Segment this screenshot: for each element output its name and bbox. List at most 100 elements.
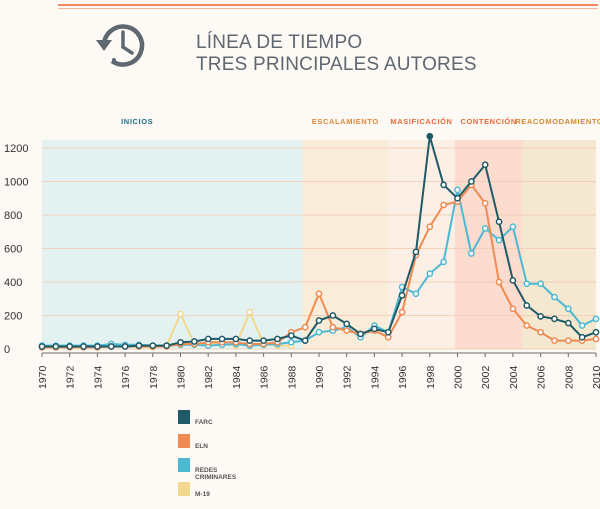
data-point-redes: [481, 225, 489, 232]
data-point-redes: [578, 322, 586, 329]
data-point-farc: [495, 218, 503, 226]
title-line-2: TRES PRINCIPALES AUTORES: [196, 54, 477, 75]
y-tick-label: 800: [4, 210, 22, 222]
data-point-farc: [343, 320, 351, 328]
x-tick-label: 1996: [397, 365, 409, 389]
data-point-farc: [177, 338, 184, 346]
phase-label-inicios: INICIOS: [121, 117, 153, 126]
data-point-eln: [426, 223, 434, 231]
phase-label-contencion: CONTENCIÓN: [460, 117, 516, 126]
data-point-farc: [66, 343, 74, 350]
phase-label-reacomodamiento: REACOMODAMIENTO: [515, 117, 600, 126]
x-tick-label: 1970: [37, 365, 49, 389]
x-tick-label: 1976: [120, 365, 132, 389]
x-tick-label: 1984: [231, 365, 243, 389]
data-point-farc: [454, 194, 461, 202]
x-tick-label: 1990: [314, 365, 326, 389]
x-tick-label: 2006: [536, 365, 548, 389]
legend-item-m19: M-19: [178, 482, 255, 498]
x-tick-label: 2008: [563, 365, 575, 389]
data-point-farc: [107, 343, 115, 350]
data-point-farc: [232, 335, 240, 343]
x-tick-label: 2004: [508, 365, 520, 389]
data-point-redes: [287, 338, 295, 346]
x-tick-label: 1978: [148, 365, 160, 389]
data-point-eln: [301, 323, 309, 331]
data-point-eln: [398, 308, 406, 316]
data-point-farc: [149, 342, 157, 349]
data-point-redes: [412, 290, 420, 298]
page-title: LÍNEA DE TIEMPO TRES PRINCIPALES AUTORES: [196, 32, 477, 76]
data-point-farc: [163, 342, 170, 349]
data-point-farc: [301, 337, 309, 344]
data-point-redes: [440, 258, 447, 266]
y-tick-label: 200: [4, 311, 22, 323]
data-point-farc: [537, 312, 544, 320]
data-point-farc: [218, 335, 226, 343]
data-point-farc: [38, 343, 46, 350]
data-point-redes: [509, 223, 517, 231]
data-point-farc: [481, 161, 489, 169]
data-point-farc: [246, 337, 254, 344]
data-point-farc: [260, 337, 267, 344]
data-point-farc: [329, 312, 337, 319]
y-tick-label: 600: [4, 244, 22, 256]
x-tick-label: 1980: [176, 365, 188, 389]
data-point-redes: [592, 315, 600, 323]
top-accent-line-2: [58, 8, 598, 9]
data-point-redes: [315, 328, 323, 336]
data-point-eln: [440, 201, 447, 209]
data-point-farc: [121, 343, 129, 350]
x-tick-label: 1982: [203, 365, 215, 389]
y-tick-label: 0: [4, 344, 10, 356]
x-tick-label: 1988: [286, 365, 298, 389]
legend-item-redes: REDES CRIMINARES: [178, 458, 255, 481]
data-point-farc: [398, 292, 406, 299]
phase-label-escalamiento: ESCALAMIENTO: [312, 117, 379, 126]
data-point-eln: [551, 337, 558, 344]
phase-band-inicios: [42, 140, 303, 349]
data-point-farc: [80, 343, 87, 350]
clock-rewind-icon: [96, 24, 145, 67]
data-point-redes: [426, 270, 434, 277]
data-point-eln: [523, 322, 531, 329]
data-point-farc: [274, 335, 281, 343]
data-point-redes: [468, 250, 475, 257]
legend-swatch-redes: [178, 458, 190, 472]
phase-band-contencion: [454, 140, 523, 349]
data-point-redes: [537, 280, 544, 288]
data-point-farc: [509, 276, 517, 284]
data-point-redes: [564, 305, 572, 313]
legend-label-eln: ELN: [195, 443, 208, 450]
legend-label-redes: REDES CRIMINARES: [195, 467, 237, 481]
x-tick-label: 1974: [92, 365, 104, 389]
data-point-farc: [52, 343, 60, 350]
data-point-farc: [578, 333, 586, 341]
x-tick-label: 1994: [369, 365, 381, 389]
data-point-farc: [523, 302, 531, 309]
data-point-farc: [94, 343, 101, 350]
data-point-farc: [315, 317, 323, 324]
x-tick-label: 1992: [342, 365, 354, 389]
legend-label-farc: FARC: [195, 419, 213, 426]
data-point-farc: [384, 328, 392, 336]
data-point-eln: [509, 305, 517, 313]
phase-band-escalamiento: [302, 140, 389, 349]
phase-label-masificacion: MASIFICACIÓN: [390, 117, 452, 126]
data-point-eln: [592, 335, 600, 343]
x-tick-label: 1998: [425, 365, 437, 389]
legend-swatch-m19: [178, 482, 190, 496]
data-point-m19: [177, 310, 184, 318]
y-tick-label: 400: [4, 277, 22, 289]
data-point-eln: [537, 328, 544, 336]
y-tick-label: 1200: [4, 143, 28, 155]
x-tick-label: 2010: [591, 365, 600, 389]
legend-item-farc: FARC: [178, 410, 255, 426]
title-line-1: LÍNEA DE TIEMPO: [196, 32, 363, 53]
legend-swatch-eln: [178, 434, 190, 448]
data-point-farc: [592, 328, 600, 336]
data-point-eln: [481, 199, 489, 207]
x-tick-label: 2002: [480, 365, 492, 389]
data-point-farc: [440, 181, 447, 189]
data-point-redes: [454, 186, 461, 194]
